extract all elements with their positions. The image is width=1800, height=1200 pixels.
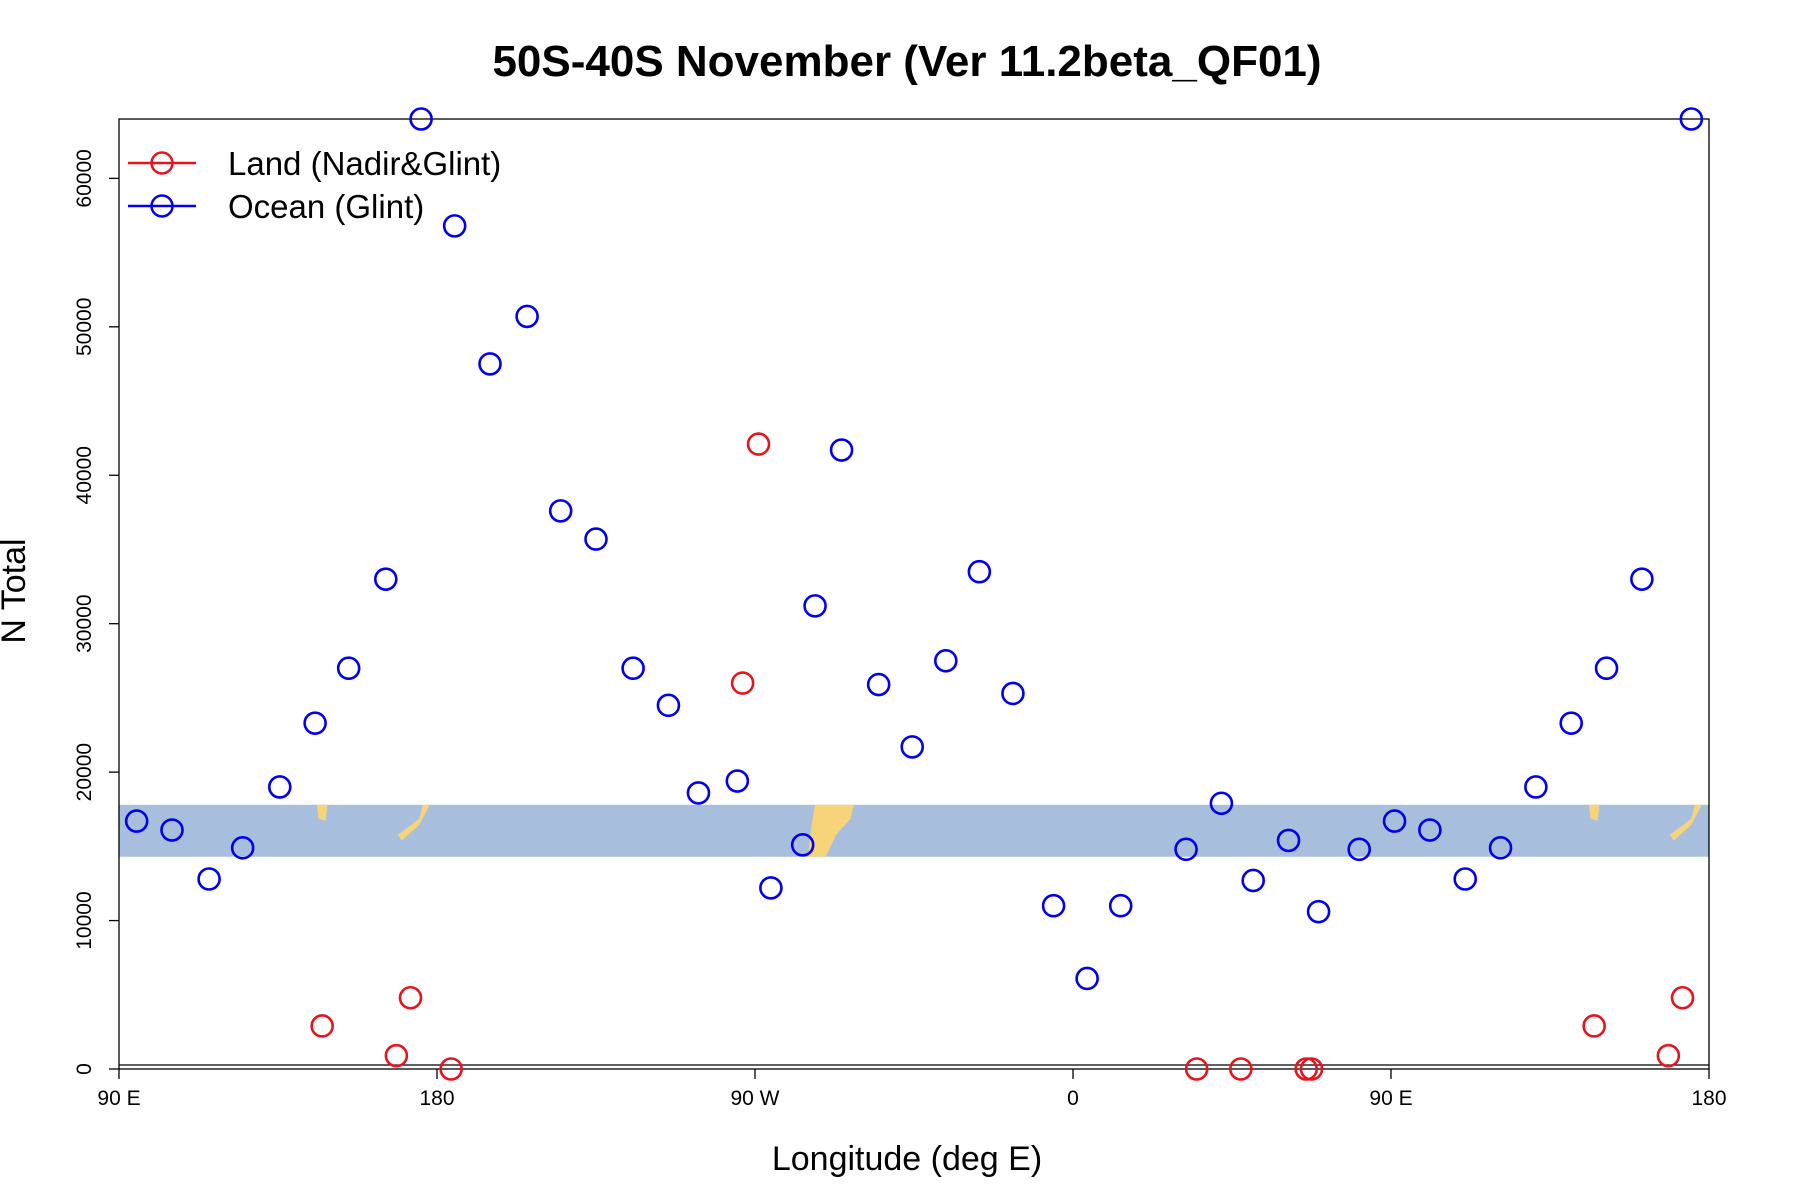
data-point	[1582, 1014, 1606, 1038]
map-band-ocean	[119, 804, 1709, 857]
data-point	[900, 735, 925, 759]
data-point	[230, 836, 255, 860]
data-point	[1418, 818, 1442, 842]
x-tick-label: 180	[419, 1087, 454, 1110]
x-tick-label: 180	[1691, 1087, 1726, 1110]
x-ticks: 90 E 180 90 W 0 90 E 180	[97, 1069, 1727, 1110]
data-point	[373, 567, 398, 591]
data-point	[1382, 809, 1407, 833]
series-land-nadir-glint	[310, 432, 1695, 1081]
data-point	[933, 648, 958, 673]
x-tick-label: 90 W	[730, 1087, 779, 1110]
data-point	[746, 432, 771, 456]
data-point	[548, 499, 573, 523]
data-point	[1241, 868, 1265, 893]
data-point	[1184, 1057, 1209, 1081]
y-tick-label: 60000	[73, 149, 96, 207]
data-point	[1594, 656, 1619, 681]
legend: Land (Nadir&Glint) Ocean (Glint)	[128, 145, 501, 225]
data-point	[515, 304, 539, 329]
data-point	[160, 818, 184, 842]
data-point	[442, 214, 467, 238]
data-point	[829, 438, 854, 462]
data-point	[1453, 867, 1477, 891]
x-tick-label: 90 E	[1369, 1087, 1412, 1110]
data-point	[1209, 791, 1234, 816]
x-axis-label: Longitude (deg E)	[772, 1140, 1042, 1178]
map-band	[119, 804, 1709, 857]
data-point	[409, 107, 433, 131]
land-shape	[398, 804, 430, 841]
plot-axes	[118, 118, 1710, 1070]
data-point	[1174, 837, 1198, 862]
legend-label-land: Land (Nadir&Glint)	[228, 145, 501, 182]
data-point	[1041, 893, 1066, 918]
data-point	[384, 1043, 409, 1068]
legend-label-ocean: Ocean (Glint)	[228, 188, 424, 225]
land-shape	[1588, 804, 1600, 821]
y-ticks: 0 10000 20000 30000 40000 50000 60000	[73, 149, 119, 1075]
data-point	[267, 775, 292, 799]
data-point	[584, 527, 608, 551]
data-point	[790, 833, 815, 857]
data-point	[866, 672, 891, 697]
data-point	[1524, 775, 1548, 799]
legend-marker-ocean	[150, 194, 174, 218]
x-tick-label: 0	[1067, 1087, 1079, 1110]
data-point	[803, 594, 827, 618]
data-point	[310, 1014, 334, 1038]
data-point	[1075, 966, 1099, 991]
legend-marker-land	[150, 151, 174, 175]
series-ocean-glint	[124, 107, 1704, 991]
chart-title: 50S-40S November (Ver 11.2beta_QF01)	[492, 37, 1321, 86]
data-point	[686, 781, 711, 805]
data-point	[478, 352, 502, 376]
data-point	[1656, 1043, 1681, 1068]
data-point	[656, 693, 681, 718]
y-tick-label: 30000	[73, 594, 96, 652]
data-point	[1229, 1057, 1253, 1081]
data-point	[759, 876, 783, 900]
data-point	[1679, 107, 1704, 131]
y-tick-label: 20000	[73, 743, 96, 801]
data-point	[1306, 899, 1331, 924]
data-point	[621, 656, 645, 681]
data-point	[1108, 893, 1133, 918]
data-point	[967, 559, 992, 584]
data-point	[1276, 828, 1301, 853]
plot-frame	[118, 118, 1710, 1070]
data-point	[398, 985, 423, 1010]
data-point	[439, 1057, 463, 1081]
data-point	[336, 656, 361, 681]
map-band-land	[316, 804, 1702, 857]
y-tick-label: 50000	[73, 298, 96, 356]
y-axis-label: N Total	[0, 538, 33, 643]
data-point	[1347, 837, 1371, 862]
y-tick-label: 10000	[73, 891, 96, 949]
y-tick-label: 0	[73, 1063, 96, 1075]
data-point	[1488, 836, 1513, 860]
data-point	[1559, 711, 1583, 735]
land-shape	[1670, 804, 1702, 841]
data-point	[725, 769, 750, 793]
data-point	[1299, 1057, 1324, 1081]
data-point	[1001, 681, 1025, 706]
data-point	[197, 867, 221, 891]
data-point	[124, 809, 149, 833]
data-point	[730, 671, 755, 695]
x-tick-label: 90 E	[97, 1087, 140, 1110]
land-shape	[808, 804, 854, 857]
data-point	[303, 711, 327, 735]
data-point	[1670, 985, 1695, 1010]
land-shape	[316, 804, 328, 821]
data-point	[1630, 567, 1654, 591]
y-tick-label: 40000	[73, 446, 96, 504]
